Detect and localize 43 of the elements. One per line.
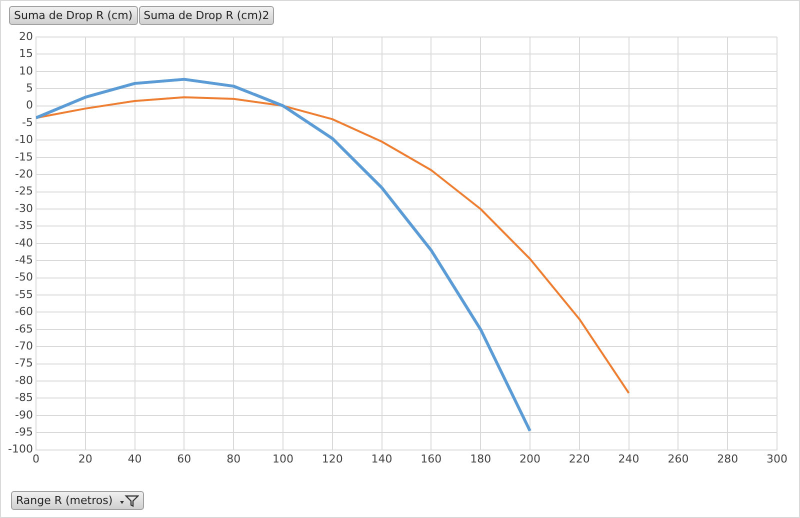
y-tick-label: -70 [14,339,33,352]
y-tick-label: -60 [14,305,33,318]
text: Suma de Drop R (cm) [9,6,138,25]
y-tick-label: -75 [14,356,33,370]
y-tick-label: -95 [14,425,33,438]
y-tick-label: -35 [14,219,33,232]
x-axis-title: Range R (metros) [16,494,113,507]
x-tick-label: 20 [78,452,92,466]
x-tick-label: 100 [272,452,294,466]
x-tick-label: 120 [322,452,343,466]
x-tick-label: 140 [371,452,392,466]
y-tick-label: -5 [22,116,33,129]
y-tick-label: -100 [8,442,33,456]
x-tick-label: 200 [519,452,540,466]
y-tick-label: -80 [14,374,33,387]
x-tick-label: 40 [128,452,142,466]
y-tick-label: -15 [14,150,33,164]
y-tick-label: 5 [26,81,33,94]
y-tick-label: -45 [14,253,33,266]
y-tick-label: -50 [14,270,33,284]
text: Suma de Drop R (cm)2 [138,6,274,25]
x-tick-label: 280 [717,452,738,466]
y-tick-label: -25 [14,184,33,198]
y-tick-label: -55 [14,288,33,301]
x-tick-label: 240 [618,452,640,466]
x-tick-label: 220 [568,452,590,466]
y-tick-label: -65 [14,322,33,336]
y-tick-label: -20 [14,167,33,180]
y-tick-label: -85 [14,391,33,404]
y-tick-label: 10 [18,64,33,78]
x-tick-label: 160 [420,452,442,466]
y-tick-label: -40 [14,236,33,250]
x-tick-label: 260 [668,452,689,466]
y-tick-label: -10 [14,133,33,146]
y-tick-label: 0 [26,98,33,112]
x-tick-label: 80 [226,452,241,466]
x-tick-label: 300 [766,452,788,466]
y-tick-label: -90 [14,408,33,422]
x-tick-label: 60 [177,452,192,466]
y-tick-label: 20 [18,30,33,43]
y-tick-label: -30 [14,202,33,215]
y-tick-label: 15 [18,47,33,60]
x-tick-label: 180 [470,452,492,466]
